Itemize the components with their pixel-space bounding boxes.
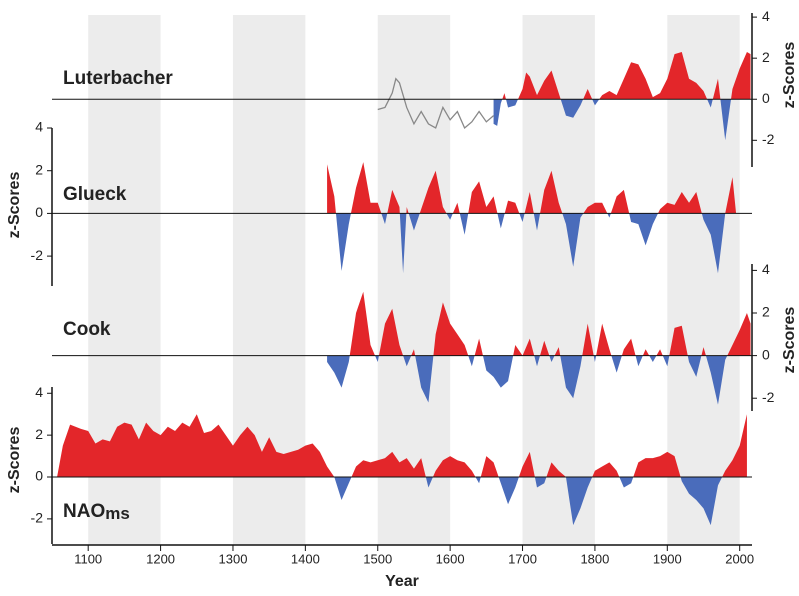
negative-area [327,355,751,405]
y-tick-label: 0 [35,204,43,220]
positive-area [502,52,751,100]
x-tick-label: 1300 [219,551,248,566]
panel-label: Luterbacher [63,68,173,89]
reference-line [377,77,494,130]
panel-label-sub: ms [105,504,130,523]
panel-label-main: NAO [63,501,105,522]
y-tick-label: 2 [762,304,770,320]
panel-label: Glueck [63,184,127,205]
panel-label-main: Luterbacher [63,68,173,89]
y-tick-label: -2 [762,389,775,405]
positive-area [57,414,747,478]
y-axis-label: z-Scores [781,307,798,374]
y-tick-label: 2 [35,161,43,177]
y-tick-label: 4 [762,261,770,277]
y-tick-label: 4 [762,8,770,24]
y-tick-label: -2 [762,131,775,147]
panel-label: NAOms [63,501,130,523]
panel-label-main: Cook [63,319,111,340]
y-tick-label: 0 [762,90,770,106]
y-axis-label: z-Scores [6,172,23,239]
y-tick-label: -2 [31,510,44,526]
x-tick-label: 1500 [363,551,392,566]
y-tick-label: 0 [762,346,770,362]
background-bands [88,15,740,545]
panel-label-main: Glueck [63,184,127,205]
x-tick-label: 1800 [580,551,609,566]
x-tick-label: 1100 [74,551,102,566]
y-axis-label: z-Scores [6,427,23,494]
negative-area [334,477,723,526]
x-tick-label: 1200 [146,551,175,566]
x-tick-label: 1400 [291,551,320,566]
negative-area [493,99,751,141]
y-tick-label: 2 [762,49,770,65]
x-tick-label: 1700 [508,551,537,566]
band [522,15,595,545]
x-tick-label: 1600 [436,551,465,566]
y-tick-label: -2 [31,247,44,263]
y-tick-label: 4 [35,119,43,135]
y-tick-label: 4 [35,384,43,400]
x-tick-label: 2000 [725,551,754,566]
y-tick-label: 0 [35,468,43,484]
x-tick-label: 1900 [653,551,682,566]
positive-area [349,291,751,356]
y-axis-label: z-Scores [781,42,798,109]
y-tick-label: 2 [35,426,43,442]
x-axis-label: Year [385,573,419,590]
positive-area [327,162,737,214]
panel-label: Cook [63,319,111,340]
